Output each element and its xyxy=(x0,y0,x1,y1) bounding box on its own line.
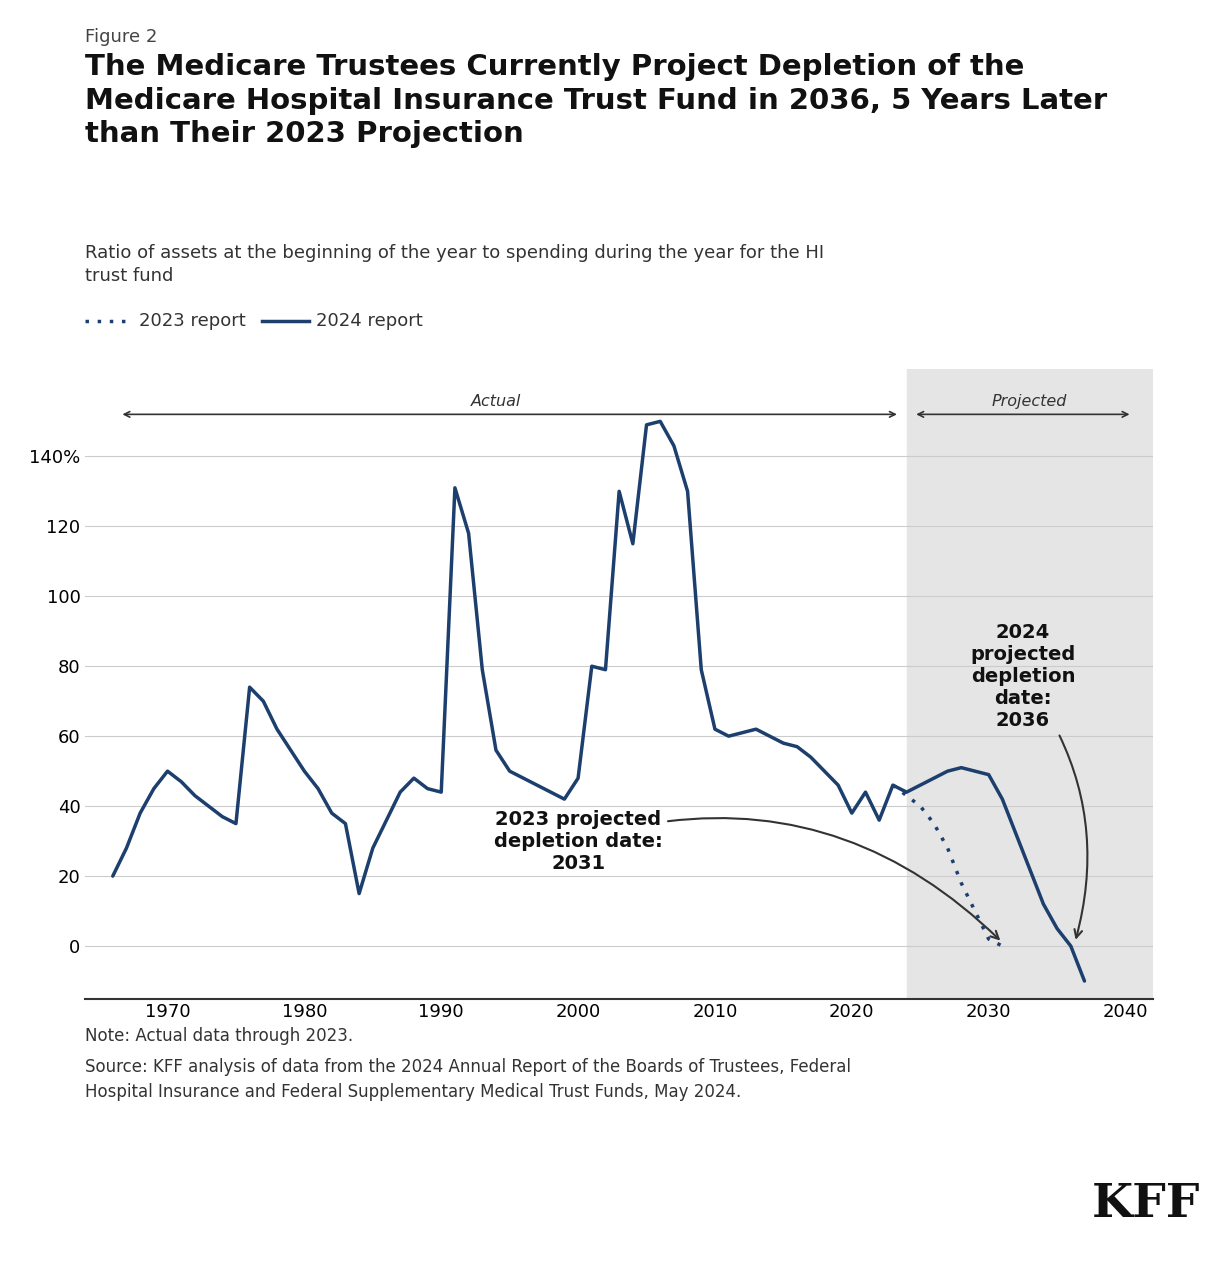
Text: Source: KFF analysis of data from the 2024 Annual Report of the Boards of Truste: Source: KFF analysis of data from the 20… xyxy=(85,1058,852,1100)
Text: Actual: Actual xyxy=(471,394,521,410)
Text: Note: Actual data through 2023.: Note: Actual data through 2023. xyxy=(85,1027,354,1044)
Text: Ratio of assets at the beginning of the year to spending during the year for the: Ratio of assets at the beginning of the … xyxy=(85,244,825,285)
Text: 2023 report: 2023 report xyxy=(139,312,246,329)
Text: Figure 2: Figure 2 xyxy=(85,28,157,46)
Text: KFF: KFF xyxy=(1092,1182,1200,1227)
Text: 2024
projected
depletion
date:
2036: 2024 projected depletion date: 2036 xyxy=(970,623,1087,937)
Text: 2023 projected
depletion date:
2031: 2023 projected depletion date: 2031 xyxy=(494,809,999,939)
Text: The Medicare Trustees Currently Project Depletion of the
Medicare Hospital Insur: The Medicare Trustees Currently Project … xyxy=(85,53,1108,149)
Bar xyxy=(906,369,1153,999)
Text: Projected: Projected xyxy=(992,394,1068,410)
Text: 2024 report: 2024 report xyxy=(316,312,423,329)
